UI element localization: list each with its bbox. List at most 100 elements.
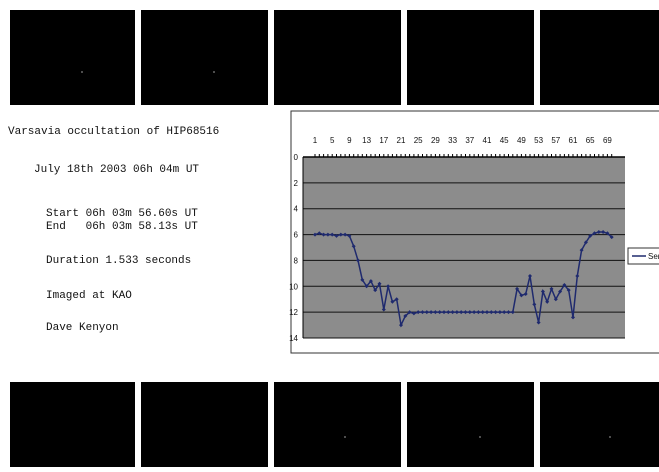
frame bbox=[274, 10, 401, 105]
marker bbox=[467, 310, 472, 315]
marker bbox=[502, 310, 507, 315]
frame bbox=[274, 382, 401, 467]
imaged: Imaged at KAO bbox=[46, 290, 132, 302]
marker bbox=[343, 232, 348, 237]
x-tick-label: 13 bbox=[362, 136, 371, 145]
marker bbox=[592, 231, 597, 236]
legend-label: Series1 bbox=[648, 252, 659, 261]
x-tick-label: 37 bbox=[465, 136, 474, 145]
frame bbox=[407, 10, 534, 105]
marker bbox=[532, 302, 537, 307]
marker bbox=[588, 233, 593, 238]
marker bbox=[571, 315, 575, 320]
frame bbox=[141, 10, 268, 105]
marker bbox=[472, 310, 477, 315]
marker bbox=[325, 232, 330, 237]
marker bbox=[454, 310, 459, 315]
marker bbox=[403, 314, 408, 319]
x-tick-label: 9 bbox=[347, 136, 352, 145]
marker bbox=[321, 232, 326, 237]
marker bbox=[528, 273, 532, 278]
frames-bottom bbox=[10, 382, 659, 467]
marker bbox=[515, 286, 520, 291]
marker bbox=[399, 323, 403, 328]
end: End 06h 03m 58.13s UT bbox=[46, 221, 198, 233]
marker bbox=[497, 310, 502, 315]
duration: Duration 1.533 seconds bbox=[46, 255, 191, 267]
marker bbox=[368, 279, 373, 284]
marker bbox=[416, 310, 421, 315]
marker bbox=[364, 284, 369, 289]
marker bbox=[317, 231, 322, 236]
marker bbox=[442, 310, 446, 315]
marker bbox=[446, 310, 451, 315]
x-tick-label: 17 bbox=[379, 136, 388, 145]
marker bbox=[411, 311, 416, 316]
star bbox=[213, 71, 215, 73]
x-tick-label: 57 bbox=[551, 136, 560, 145]
star bbox=[479, 436, 481, 438]
marker bbox=[558, 289, 563, 294]
x-tick-label: 1 bbox=[313, 136, 318, 145]
date: July 18th 2003 06h 04m UT bbox=[34, 164, 199, 176]
marker bbox=[390, 299, 395, 304]
marker bbox=[480, 310, 485, 315]
marker bbox=[562, 282, 567, 287]
x-tick-label: 45 bbox=[500, 136, 509, 145]
marker bbox=[433, 310, 438, 315]
marker bbox=[450, 310, 455, 315]
marker bbox=[510, 310, 515, 315]
marker bbox=[575, 273, 580, 278]
marker bbox=[394, 297, 399, 302]
x-tick-label: 41 bbox=[483, 136, 492, 145]
x-tick-label: 53 bbox=[534, 136, 543, 145]
marker bbox=[377, 281, 382, 286]
marker bbox=[429, 310, 434, 315]
x-tick-label: 29 bbox=[431, 136, 440, 145]
marker bbox=[493, 310, 498, 315]
marker bbox=[485, 310, 489, 315]
marker bbox=[583, 240, 588, 245]
marker bbox=[549, 286, 554, 291]
frame bbox=[540, 10, 659, 105]
series-line bbox=[314, 231, 613, 328]
marker bbox=[437, 310, 442, 315]
frame bbox=[407, 382, 534, 467]
star bbox=[81, 71, 83, 73]
marker bbox=[545, 299, 550, 304]
y-tick-label: 8 bbox=[294, 256, 299, 265]
plot-area bbox=[303, 157, 625, 338]
x-tick-label: 25 bbox=[414, 136, 423, 145]
x-tick-label: 33 bbox=[448, 136, 457, 145]
x-tick-label: 5 bbox=[330, 136, 335, 145]
marker bbox=[605, 231, 610, 236]
marker bbox=[330, 232, 335, 237]
y-tick-label: 2 bbox=[294, 179, 299, 188]
frame bbox=[10, 10, 135, 105]
marker bbox=[424, 310, 429, 315]
frames-top bbox=[10, 10, 659, 105]
marker bbox=[476, 310, 481, 315]
marker bbox=[386, 284, 391, 289]
x-tick-label: 61 bbox=[569, 136, 578, 145]
marker bbox=[356, 258, 360, 263]
frame bbox=[141, 382, 268, 467]
frame bbox=[10, 382, 135, 467]
start: Start 06h 03m 56.60s UT bbox=[46, 208, 198, 220]
marker bbox=[381, 307, 386, 312]
marker bbox=[459, 310, 464, 315]
marker bbox=[601, 229, 606, 234]
marker bbox=[596, 229, 601, 234]
marker bbox=[540, 289, 545, 294]
y-tick-label: 14 bbox=[289, 334, 298, 343]
marker bbox=[347, 233, 352, 238]
star bbox=[609, 436, 611, 438]
marker bbox=[489, 310, 494, 315]
y-tick-label: 10 bbox=[289, 282, 298, 291]
x-tick-label: 49 bbox=[517, 136, 526, 145]
author: Dave Kenyon bbox=[46, 322, 119, 334]
marker bbox=[351, 244, 356, 249]
marker bbox=[360, 277, 365, 282]
